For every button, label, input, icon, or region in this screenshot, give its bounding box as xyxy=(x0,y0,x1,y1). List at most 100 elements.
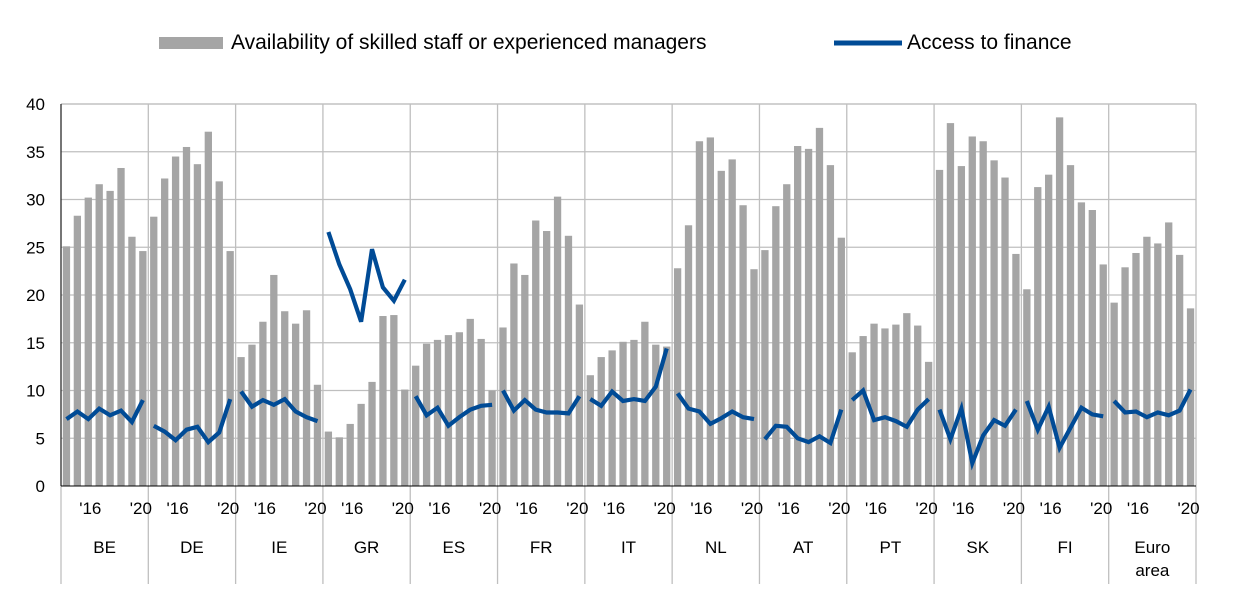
y-tick-label: 25 xyxy=(26,238,45,257)
line-series-segment xyxy=(413,395,493,429)
bar xyxy=(1077,202,1086,487)
x-tick-label: '16 xyxy=(1040,499,1062,518)
bar xyxy=(542,231,551,486)
category-label: FI xyxy=(1057,538,1072,557)
category-label: NL xyxy=(705,538,727,557)
bar xyxy=(772,206,780,486)
bar xyxy=(302,310,311,486)
bar xyxy=(466,318,474,486)
bar xyxy=(1012,253,1020,486)
category-label: SK xyxy=(966,538,989,557)
bar xyxy=(171,156,180,486)
bar-series xyxy=(62,117,1195,487)
line-series-segment xyxy=(326,231,407,323)
x-tick-label: '20 xyxy=(566,499,588,518)
bar xyxy=(291,323,300,486)
category-label: GR xyxy=(354,538,380,557)
bar xyxy=(73,215,82,487)
bar xyxy=(935,169,944,486)
bar xyxy=(848,352,856,486)
category-label: BE xyxy=(93,538,116,557)
x-tick-label: '16 xyxy=(516,499,538,518)
y-tick-label: 15 xyxy=(26,334,45,353)
bar xyxy=(903,313,911,486)
x-tick-label: '16 xyxy=(778,499,800,518)
bar xyxy=(979,141,987,486)
bar xyxy=(412,365,420,486)
bar xyxy=(1099,264,1107,486)
bar xyxy=(630,339,638,486)
bar xyxy=(794,146,802,486)
line-series-segment xyxy=(152,398,233,446)
x-tick-label: '20 xyxy=(479,499,501,518)
bar xyxy=(477,338,485,486)
bar xyxy=(488,390,496,486)
bar xyxy=(150,216,158,486)
bar xyxy=(924,361,933,486)
gridlines xyxy=(60,103,1197,486)
bar xyxy=(346,423,354,486)
y-tick-label: 20 xyxy=(26,286,45,305)
bar xyxy=(695,141,704,486)
bar xyxy=(128,236,136,486)
bar xyxy=(433,339,442,486)
line-series xyxy=(65,231,1193,471)
bar xyxy=(95,184,103,486)
bar xyxy=(182,146,191,486)
y-tick-label: 30 xyxy=(26,191,45,210)
x-tick-label: '16 xyxy=(952,499,974,518)
bar xyxy=(161,178,169,487)
bar xyxy=(1165,222,1173,487)
bar xyxy=(641,321,649,486)
bar xyxy=(270,274,278,486)
category-label: IE xyxy=(271,538,287,557)
bar xyxy=(379,316,387,486)
bar xyxy=(706,137,715,487)
bar xyxy=(804,148,813,486)
y-tick-label: 40 xyxy=(26,95,45,114)
legend-label: Availability of skilled staff or experie… xyxy=(231,31,706,54)
x-tick-label: '16 xyxy=(1127,499,1149,518)
bar xyxy=(739,205,747,487)
legend-bar-swatch xyxy=(159,37,223,49)
bar xyxy=(1001,177,1009,486)
bar xyxy=(368,381,376,486)
x-tick-label: '20 xyxy=(130,499,152,518)
bar xyxy=(324,431,333,486)
bar xyxy=(521,274,529,486)
bar xyxy=(684,225,693,486)
category-label: PT xyxy=(880,538,902,557)
bar xyxy=(84,197,92,486)
bar xyxy=(237,357,245,486)
bar xyxy=(1143,236,1151,486)
bar xyxy=(575,304,584,486)
bar xyxy=(859,336,867,486)
bar xyxy=(62,246,71,486)
bar xyxy=(1110,302,1118,486)
bar xyxy=(608,350,616,486)
bar xyxy=(1088,210,1096,486)
bar xyxy=(750,269,758,486)
bar xyxy=(597,357,605,486)
x-tick-label: '16 xyxy=(254,499,276,518)
x-tick-label: '16 xyxy=(428,499,450,518)
line-series-segment xyxy=(937,400,1018,471)
line-series-segment xyxy=(675,392,755,427)
category-label: Euro xyxy=(1134,538,1170,557)
x-tick-label: '16 xyxy=(690,499,712,518)
bar xyxy=(117,167,125,487)
bar xyxy=(717,170,725,486)
bar xyxy=(673,268,682,486)
bar xyxy=(1045,174,1053,487)
bar xyxy=(837,237,845,486)
bar xyxy=(1034,187,1042,486)
line-series-segment xyxy=(65,399,145,426)
bar xyxy=(946,123,955,486)
bar xyxy=(815,127,824,486)
bar xyxy=(826,165,835,486)
bar xyxy=(1121,267,1129,486)
bar xyxy=(1154,243,1162,486)
bar xyxy=(510,263,518,486)
line-series-segment xyxy=(501,389,582,416)
